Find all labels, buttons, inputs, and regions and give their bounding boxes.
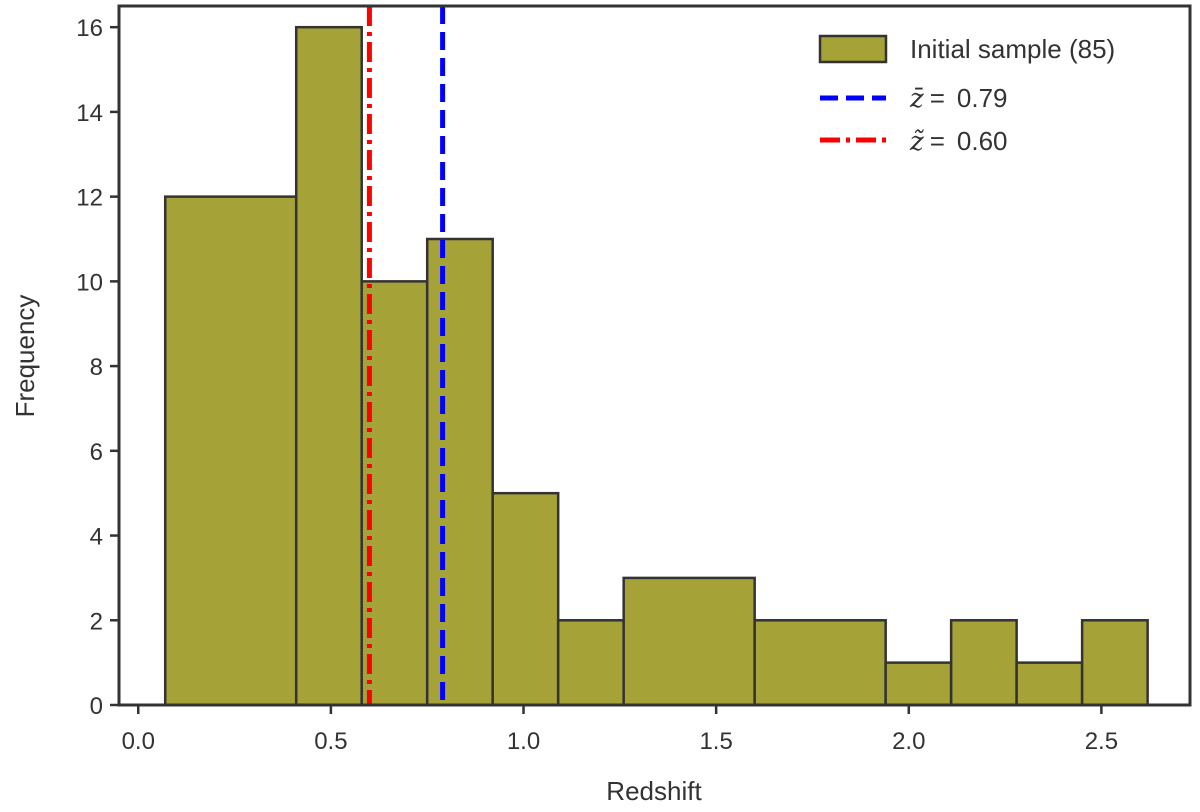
- legend-histogram-label: Initial sample (85): [910, 34, 1115, 64]
- legend-histogram-swatch: [818, 34, 888, 64]
- histogram-bar-5: [556, 619, 625, 707]
- y-axis-label: Frequency: [10, 295, 40, 418]
- histogram-bar-3: [425, 237, 494, 707]
- bars-layer: [163, 25, 1149, 707]
- legend-median-label: z̃ = 0.60: [909, 126, 1008, 157]
- y-axis-ticks: 0 2 4 6 8 10 12 14 16: [76, 15, 119, 720]
- legend-mean-symbol: z̄: [909, 84, 924, 114]
- histogram-bar-0: [163, 195, 298, 707]
- histogram-bar-9: [949, 619, 1018, 707]
- x-tick-label: 0.0: [122, 728, 155, 755]
- legend-median-value: 0.60: [957, 126, 1008, 156]
- legend-median-equals: =: [930, 126, 945, 156]
- histogram-bar-7: [753, 619, 887, 707]
- x-tick-label: 1.0: [507, 728, 540, 755]
- legend-mean-equals: =: [930, 83, 945, 113]
- reference-lines-layer: [366, 6, 446, 705]
- legend-mean-value: 0.79: [957, 83, 1008, 113]
- histogram-bar-10: [1015, 661, 1084, 707]
- histogram-bar-1: [294, 25, 363, 707]
- y-tick-label: 4: [90, 524, 103, 551]
- x-axis-ticks: 0.0 0.5 1.0 1.5 2.0 2.5: [122, 705, 1118, 755]
- y-tick-label: 2: [90, 608, 103, 635]
- histogram-bar-6: [622, 576, 756, 707]
- y-tick-label: 14: [76, 100, 103, 127]
- legend-median-symbol: z̃: [909, 127, 925, 157]
- y-tick-label: 10: [76, 269, 103, 296]
- y-tick-label: 0: [90, 693, 103, 720]
- y-tick-label: 16: [76, 15, 103, 42]
- x-tick-label: 0.5: [314, 728, 347, 755]
- plot-frame: [117, 4, 1192, 707]
- x-tick-label: 2.5: [1085, 728, 1118, 755]
- y-tick-label: 8: [90, 354, 103, 381]
- x-tick-label: 2.0: [892, 728, 925, 755]
- x-tick-label: 1.5: [699, 728, 732, 755]
- y-tick-label: 6: [90, 439, 103, 466]
- legend: Initial sample (85) z̄ = 0.79 z̃ = 0.60: [818, 34, 1115, 157]
- y-tick-label: 12: [76, 185, 103, 212]
- x-axis-label: Redshift: [606, 776, 702, 806]
- legend-mean-label: z̄ = 0.79: [909, 83, 1008, 114]
- histogram-bar-4: [491, 491, 560, 707]
- histogram-bar-8: [884, 661, 953, 707]
- histogram-bar-11: [1080, 619, 1149, 707]
